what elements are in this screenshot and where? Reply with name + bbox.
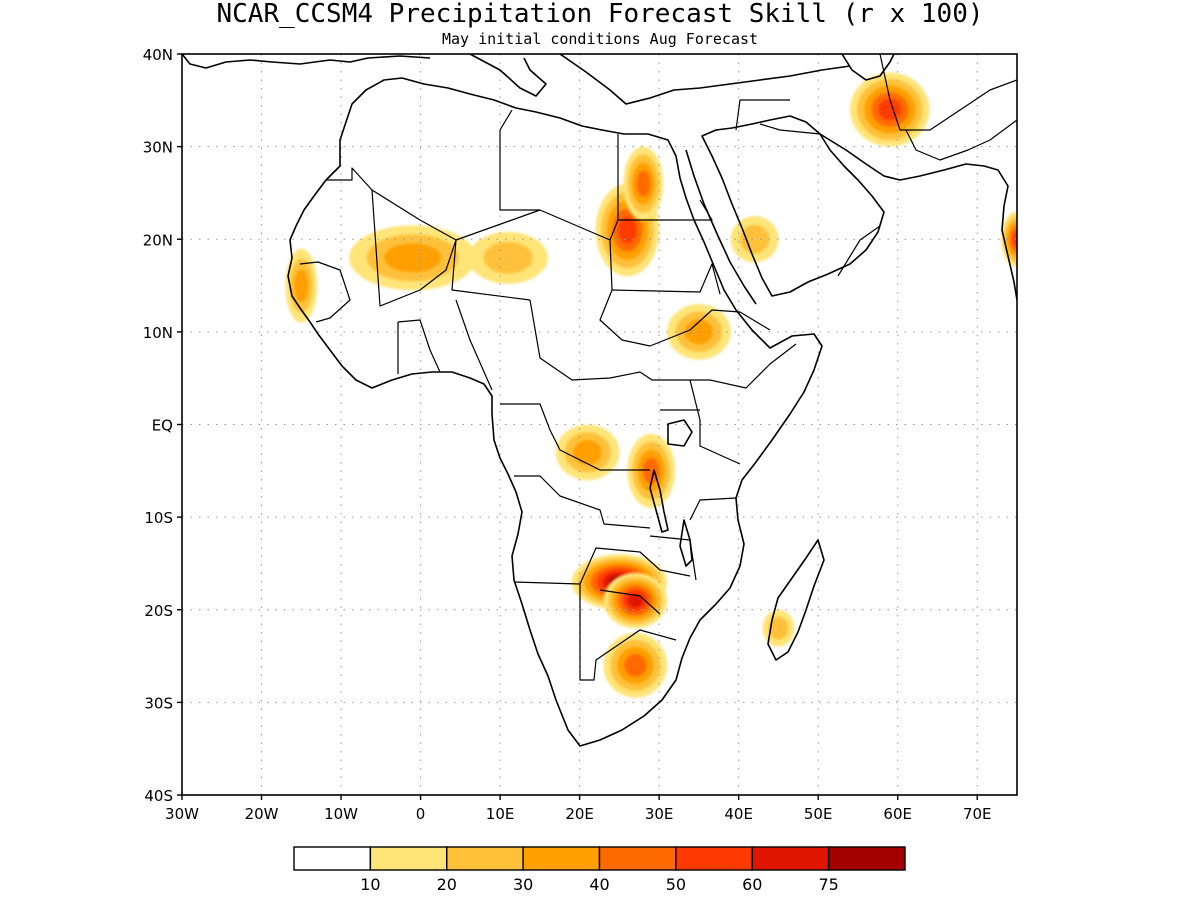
skill-region-madagascar-west-level-2 xyxy=(768,616,789,640)
tick-label-lon-20W: 20W xyxy=(245,805,279,823)
legend-label-50: 50 xyxy=(666,875,686,894)
skill-region-ethiopia-level-3 xyxy=(684,319,714,345)
skill-region-iran-level-5 xyxy=(878,98,902,121)
map-plot-area xyxy=(182,54,1017,795)
coastlines xyxy=(182,54,1017,747)
tick-label-lon-60E: 60E xyxy=(883,805,912,823)
europe-south-coastline xyxy=(469,54,851,105)
skill-region-congo-south-level-3 xyxy=(573,439,602,465)
legend-label-10: 10 xyxy=(360,875,380,894)
skill-region-india-west-level-5 xyxy=(1012,231,1017,248)
arabia-coastline xyxy=(701,115,885,297)
tick-label-lon-10W: 10W xyxy=(324,805,358,823)
skill-region-arabia-south-level-2 xyxy=(739,225,770,254)
tick-label-lat-EQ: EQ xyxy=(152,417,173,435)
tick-label-lat-30N: 30N xyxy=(143,139,173,157)
legend-swatch-2 xyxy=(446,846,524,871)
asia-coastline xyxy=(819,133,1017,301)
chart-title: NCAR_CCSM4 Precipitation Forecast Skill … xyxy=(216,0,983,29)
iberia-coastline xyxy=(182,54,431,69)
tick-label-lon-20E: 20E xyxy=(565,805,594,823)
skill-region-south-africa-east-level-4 xyxy=(624,654,647,677)
tick-label-lat-40S: 40S xyxy=(144,787,173,805)
tick-label-lat-10S: 10S xyxy=(144,509,173,527)
skill-region-east-africa-lakes-level-4 xyxy=(642,457,660,484)
legend-label-60: 60 xyxy=(742,875,762,894)
legend-swatch-3 xyxy=(522,846,601,871)
tick-label-lon-40E: 40E xyxy=(724,805,753,823)
legend-label-40: 40 xyxy=(589,875,609,894)
legend-swatch-6 xyxy=(751,846,830,871)
legend-swatch-7 xyxy=(827,846,906,871)
tick-label-lat-20N: 20N xyxy=(143,231,173,249)
skill-region-egypt-nile-level-4 xyxy=(636,170,651,197)
legend-label-20: 20 xyxy=(437,875,457,894)
tick-label-lon-0: 0 xyxy=(416,805,426,823)
legend-label-30: 30 xyxy=(513,875,533,894)
africa-coastline xyxy=(287,77,823,747)
legend-swatch-0 xyxy=(293,846,372,871)
lake-victoria xyxy=(667,419,693,447)
skill-region-sudan-level-5 xyxy=(618,216,637,244)
madagascar-coastline xyxy=(767,539,825,661)
tick-label-lon-30E: 30E xyxy=(645,805,674,823)
color-legend: 10 20 30 40 50 60 75 xyxy=(293,846,906,894)
tick-label-lat-20S: 20S xyxy=(144,602,173,620)
skill-region-sahel-center-level-2 xyxy=(483,241,533,274)
legend-swatch-5 xyxy=(675,846,753,871)
skill-region-zambia-zimbabwe-level-6 xyxy=(627,593,643,608)
legend-swatch-1 xyxy=(369,846,448,871)
red-sea-west-coast xyxy=(685,149,757,305)
axis-tick-labels: 30W 20W 10W 0 10E 20E 30E 40E 50E 60E 70E 40N 30N 20N… xyxy=(143,46,992,823)
skill-region-senegal-level-3 xyxy=(294,269,309,303)
legend-swatch-4 xyxy=(598,846,677,871)
chart-subtitle: May initial conditions Aug Forecast xyxy=(442,30,758,48)
country-borders xyxy=(299,54,1017,681)
tick-label-lat-10N: 10N xyxy=(143,324,173,342)
legend-label-75: 75 xyxy=(818,875,838,894)
tick-label-lon-30W: 30W xyxy=(165,805,199,823)
tick-label-lon-50E: 50E xyxy=(804,805,833,823)
tick-label-lat-40N: 40N xyxy=(143,46,173,64)
lake-malawi xyxy=(679,519,693,567)
tick-label-lon-70E: 70E xyxy=(963,805,992,823)
caspian-coastline xyxy=(841,54,895,81)
skill-region-sahel-west-level-3 xyxy=(384,243,441,273)
lake-tanganyika xyxy=(649,469,669,533)
gridlines xyxy=(182,54,1017,795)
tick-label-lon-10E: 10E xyxy=(486,805,515,823)
tick-label-lat-30S: 30S xyxy=(144,694,173,712)
